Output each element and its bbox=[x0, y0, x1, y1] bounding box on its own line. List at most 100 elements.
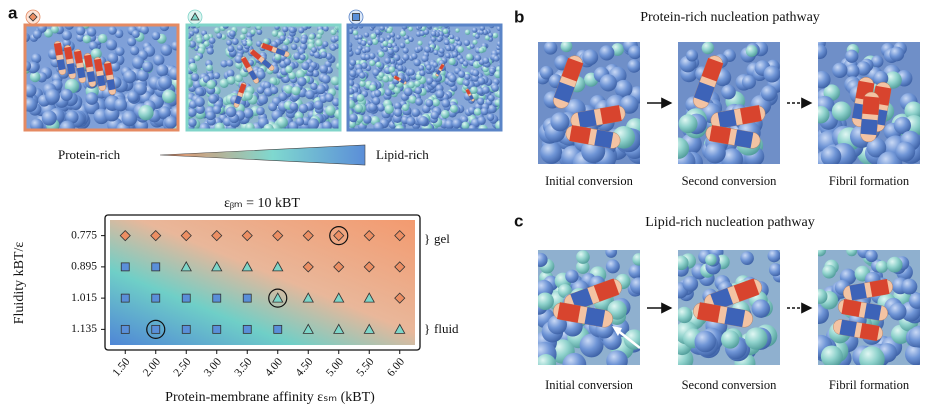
sphere bbox=[207, 47, 214, 54]
sphere bbox=[365, 47, 371, 53]
sphere bbox=[441, 110, 450, 119]
sphere bbox=[582, 49, 598, 65]
sphere bbox=[845, 50, 858, 63]
sphere bbox=[432, 99, 440, 107]
sphere bbox=[705, 254, 717, 266]
sphere bbox=[400, 43, 406, 49]
sphere bbox=[204, 41, 210, 47]
panel-label: a bbox=[8, 3, 18, 22]
sphere bbox=[325, 93, 334, 102]
sphere bbox=[257, 70, 266, 79]
sphere bbox=[414, 80, 420, 86]
sphere bbox=[482, 86, 490, 94]
sphere bbox=[465, 30, 470, 35]
sphere bbox=[599, 45, 614, 60]
chart-title: εᵦₘ = 10 kBT bbox=[224, 196, 300, 211]
protein-red bbox=[600, 105, 622, 124]
sphere bbox=[308, 118, 319, 129]
sphere bbox=[206, 80, 215, 89]
sphere bbox=[291, 86, 300, 95]
sphere bbox=[226, 107, 237, 118]
sphere bbox=[463, 61, 469, 67]
sphere bbox=[436, 90, 444, 98]
sphere bbox=[679, 114, 698, 133]
sphere bbox=[415, 98, 423, 106]
sphere bbox=[576, 250, 590, 264]
sphere bbox=[367, 40, 372, 45]
x-tick-label: 2.50 bbox=[171, 356, 193, 379]
x-tick-label: 5.50 bbox=[354, 356, 376, 379]
sphere bbox=[624, 329, 644, 349]
point bbox=[152, 263, 160, 271]
sphere bbox=[378, 51, 384, 57]
protein-red bbox=[709, 125, 731, 144]
sphere bbox=[412, 108, 421, 117]
sphere bbox=[305, 90, 314, 99]
sphere bbox=[822, 265, 836, 279]
sphere bbox=[813, 71, 830, 88]
panel-label: b bbox=[514, 7, 524, 26]
sphere bbox=[418, 41, 423, 46]
sphere bbox=[60, 121, 75, 136]
sphere bbox=[229, 30, 235, 36]
sphere bbox=[383, 47, 388, 52]
sphere bbox=[464, 74, 470, 80]
sphere bbox=[142, 61, 153, 72]
sphere bbox=[285, 66, 292, 73]
sphere bbox=[479, 30, 484, 35]
sphere bbox=[216, 33, 222, 39]
sphere bbox=[369, 60, 375, 66]
sphere bbox=[668, 138, 689, 159]
protein-blue bbox=[584, 307, 605, 327]
protein-blue bbox=[839, 320, 856, 337]
sphere bbox=[628, 45, 642, 59]
point bbox=[274, 325, 282, 333]
sphere bbox=[439, 48, 445, 54]
sphere bbox=[909, 293, 925, 309]
protein-blue bbox=[578, 110, 597, 129]
sphere bbox=[470, 44, 475, 49]
sphere bbox=[895, 142, 915, 162]
x-tick-label: 6.00 bbox=[385, 356, 407, 379]
sphere bbox=[268, 102, 277, 111]
point bbox=[121, 325, 129, 333]
sphere bbox=[319, 65, 328, 74]
sphere bbox=[365, 54, 371, 60]
sphere bbox=[195, 97, 205, 107]
sphere bbox=[562, 353, 586, 377]
sphere bbox=[98, 34, 107, 43]
sphere bbox=[393, 47, 399, 53]
snapshot-image bbox=[536, 38, 651, 175]
sphere bbox=[403, 47, 409, 53]
protein-red bbox=[569, 125, 591, 144]
sphere bbox=[164, 116, 177, 129]
sphere bbox=[544, 41, 558, 55]
sphere bbox=[628, 264, 642, 278]
sphere bbox=[191, 73, 199, 81]
snapshot-image bbox=[812, 37, 925, 177]
sphere bbox=[768, 249, 781, 262]
sphere bbox=[158, 76, 172, 90]
sphere bbox=[889, 47, 904, 62]
sphere bbox=[470, 86, 477, 93]
x-tick-label: 4.50 bbox=[293, 356, 315, 379]
sphere bbox=[284, 58, 291, 65]
protein-red bbox=[842, 299, 862, 317]
sphere bbox=[417, 46, 423, 52]
sphere bbox=[846, 245, 857, 256]
sphere bbox=[315, 39, 322, 46]
sphere bbox=[683, 276, 699, 292]
sphere bbox=[364, 32, 369, 37]
sphere bbox=[227, 69, 235, 77]
sphere bbox=[889, 303, 907, 321]
sphere bbox=[232, 38, 239, 45]
sphere bbox=[444, 39, 450, 45]
sphere bbox=[196, 37, 202, 43]
sphere bbox=[474, 55, 481, 62]
sphere bbox=[702, 42, 714, 54]
sphere bbox=[450, 105, 458, 113]
sphere bbox=[349, 70, 356, 77]
protein-red bbox=[862, 96, 879, 115]
sphere bbox=[676, 307, 692, 323]
sphere bbox=[127, 37, 136, 46]
